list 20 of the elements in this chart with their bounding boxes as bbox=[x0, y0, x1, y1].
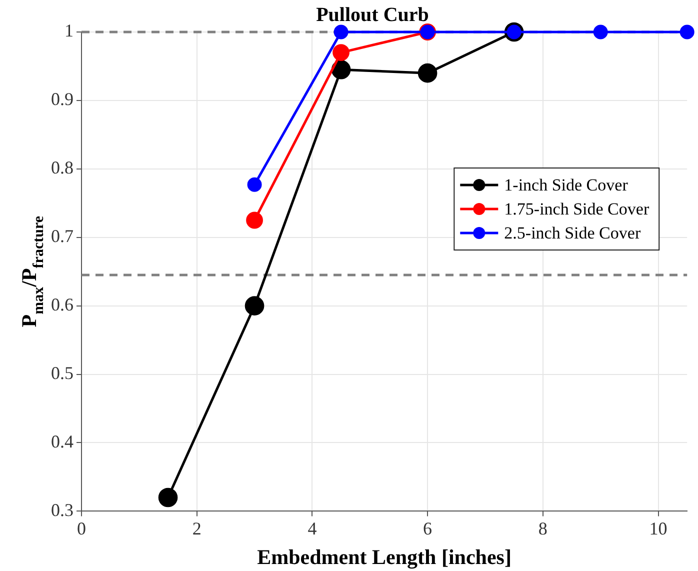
y-tick-label: 0.3 bbox=[51, 500, 74, 520]
y-tick-label: 0.4 bbox=[51, 431, 74, 452]
x-tick-label: 0 bbox=[77, 518, 86, 539]
x-tick-label: 10 bbox=[649, 518, 668, 539]
legend-label: 1.75-inch Side Cover bbox=[504, 199, 650, 218]
y-tick-label: 0.7 bbox=[51, 226, 74, 246]
y-tick-label: 0.8 bbox=[51, 158, 74, 178]
x-axis-title: Embedment Length [inches] bbox=[257, 544, 512, 569]
y-tick-label: 0.9 bbox=[51, 89, 74, 110]
legend-label: 2.5-inch Side Cover bbox=[504, 223, 641, 242]
x-tick-label: 2 bbox=[192, 518, 202, 539]
x-tick-label: 6 bbox=[423, 518, 432, 539]
y-axis-title: Pmax/Pfracture bbox=[17, 216, 47, 328]
x-tick-label: 8 bbox=[538, 518, 548, 539]
y-tick-label: 0.5 bbox=[51, 363, 74, 384]
legend-label: 1-inch Side Cover bbox=[504, 175, 628, 194]
x-tick-label: 4 bbox=[308, 518, 317, 539]
y-tick-label: 1 bbox=[64, 20, 74, 41]
chart-title: Pullout Curb bbox=[316, 4, 429, 26]
y-tick-label: 0.6 bbox=[51, 294, 74, 315]
